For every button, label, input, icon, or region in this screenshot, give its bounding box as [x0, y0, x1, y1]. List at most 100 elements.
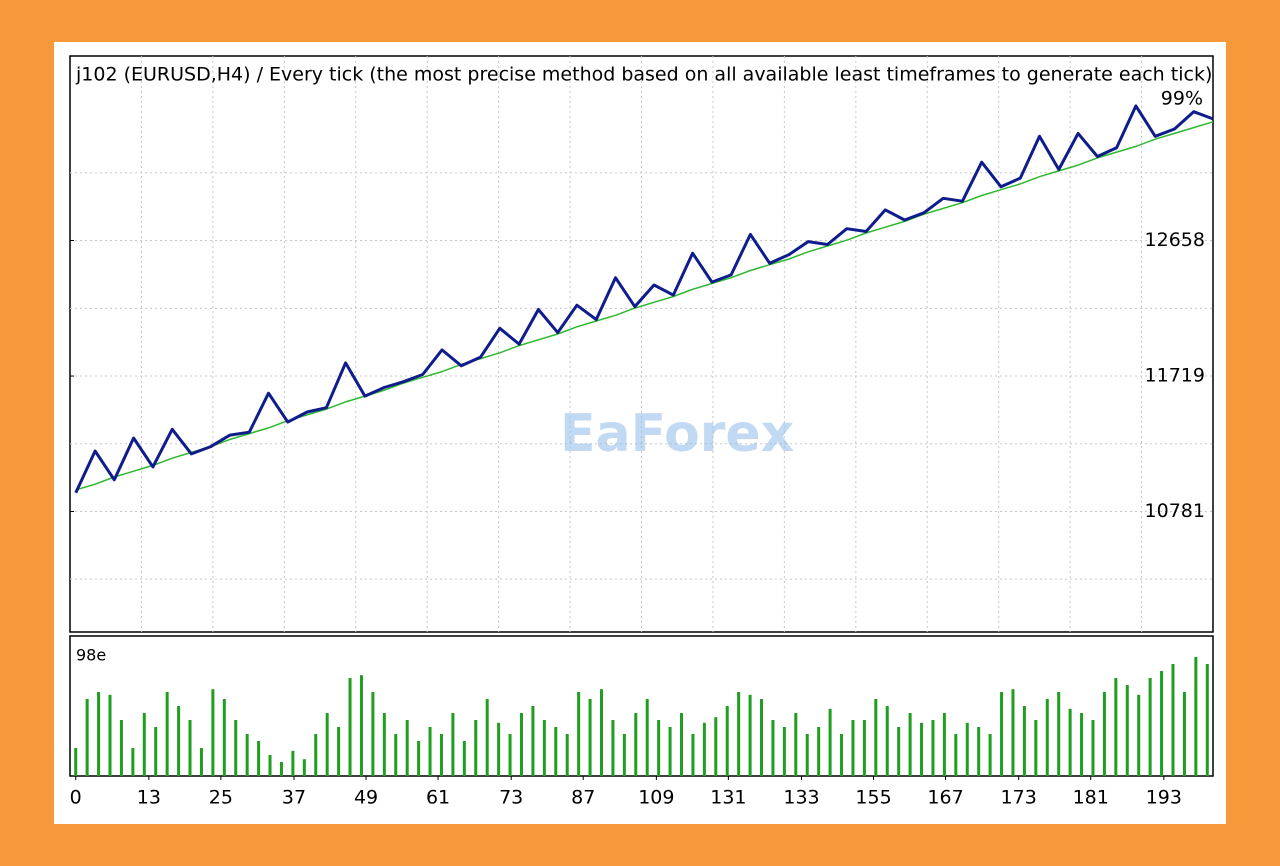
- bar: [314, 734, 318, 776]
- x-tick-label: 131: [710, 787, 746, 809]
- bar: [657, 720, 661, 776]
- x-tick-label: 109: [638, 787, 674, 809]
- bar: [234, 720, 238, 776]
- bar: [177, 706, 181, 776]
- bar: [874, 699, 878, 776]
- bar: [645, 699, 649, 776]
- bar: [1182, 692, 1186, 776]
- bar: [165, 692, 169, 776]
- x-tick-label: 13: [137, 787, 161, 809]
- x-tick-label: 167: [927, 787, 963, 809]
- bar: [1045, 699, 1049, 776]
- watermark: EaForex: [560, 404, 794, 464]
- bar: [131, 748, 135, 776]
- bar: [485, 699, 489, 776]
- bar: [714, 717, 718, 776]
- bar: [1171, 664, 1175, 776]
- bar: [840, 734, 844, 776]
- bar: [348, 678, 352, 776]
- bar: [1125, 685, 1129, 776]
- bar: [1011, 689, 1015, 776]
- bar: [1205, 664, 1209, 776]
- bar: [222, 699, 226, 776]
- y-tick-label: 11719: [1145, 365, 1205, 387]
- bar: [257, 741, 261, 776]
- sub-frame: [69, 635, 1214, 777]
- bar: [394, 734, 398, 776]
- sub-label: 98e: [76, 646, 106, 665]
- bar: [211, 689, 215, 776]
- bar: [268, 755, 272, 776]
- x-tick-label: 87: [571, 787, 595, 809]
- bar: [451, 713, 455, 776]
- bar: [1137, 694, 1141, 776]
- bar: [325, 713, 329, 776]
- bar: [1057, 692, 1061, 776]
- bar: [154, 727, 158, 776]
- bar: [1000, 692, 1004, 776]
- bar: [108, 694, 112, 776]
- bar: [988, 734, 992, 776]
- bar: [74, 748, 78, 776]
- bar: [702, 722, 706, 776]
- x-tick-label: 193: [1146, 787, 1182, 809]
- bar: [942, 713, 946, 776]
- bar: [737, 692, 741, 776]
- bar: [382, 713, 386, 776]
- x-tick-label: 0: [70, 787, 82, 809]
- chart-title: j102 (EURUSD,H4) / Every tick (the most …: [75, 64, 1212, 86]
- bar: [954, 734, 958, 776]
- bar: [554, 727, 558, 776]
- bar: [405, 720, 409, 776]
- bar: [1068, 708, 1072, 776]
- bar: [725, 706, 729, 776]
- bar: [622, 734, 626, 776]
- bar: [188, 720, 192, 776]
- bar: [531, 706, 535, 776]
- bar: [245, 734, 249, 776]
- bar: [199, 748, 203, 776]
- marks: [74, 104, 1214, 776]
- x-tick-label: 173: [1001, 787, 1037, 809]
- bar: [885, 706, 889, 776]
- bar: [760, 699, 764, 776]
- bar: [908, 713, 912, 776]
- y-tick-label: 12658: [1145, 229, 1205, 251]
- x-tick-label: 73: [499, 787, 523, 809]
- bar: [542, 720, 546, 776]
- bar: [359, 675, 363, 776]
- bar: [97, 692, 101, 776]
- bar: [1114, 678, 1118, 776]
- bar: [497, 722, 501, 776]
- x-tick-label: 181: [1073, 787, 1109, 809]
- bar: [1034, 720, 1038, 776]
- bar: [851, 720, 855, 776]
- bar: [680, 713, 684, 776]
- bar: [142, 713, 146, 776]
- x-tick-label: 133: [783, 787, 819, 809]
- bar: [588, 699, 592, 776]
- bar: [931, 720, 935, 776]
- bar: [977, 727, 981, 776]
- bar: [794, 713, 798, 776]
- series-line: [75, 121, 1214, 491]
- bar: [577, 692, 581, 776]
- bar: [862, 720, 866, 776]
- bar: [417, 741, 421, 776]
- bar: [1022, 706, 1026, 776]
- bar: [337, 727, 341, 776]
- bar: [748, 694, 752, 776]
- bar: [1194, 657, 1198, 776]
- bar: [691, 734, 695, 776]
- bar: [611, 720, 615, 776]
- bar: [279, 762, 283, 776]
- bar: [371, 692, 375, 776]
- bar: [634, 713, 638, 776]
- bar: [771, 720, 775, 776]
- bar: [782, 727, 786, 776]
- bar: [1148, 678, 1152, 776]
- bar: [85, 699, 89, 776]
- bar: [119, 720, 123, 776]
